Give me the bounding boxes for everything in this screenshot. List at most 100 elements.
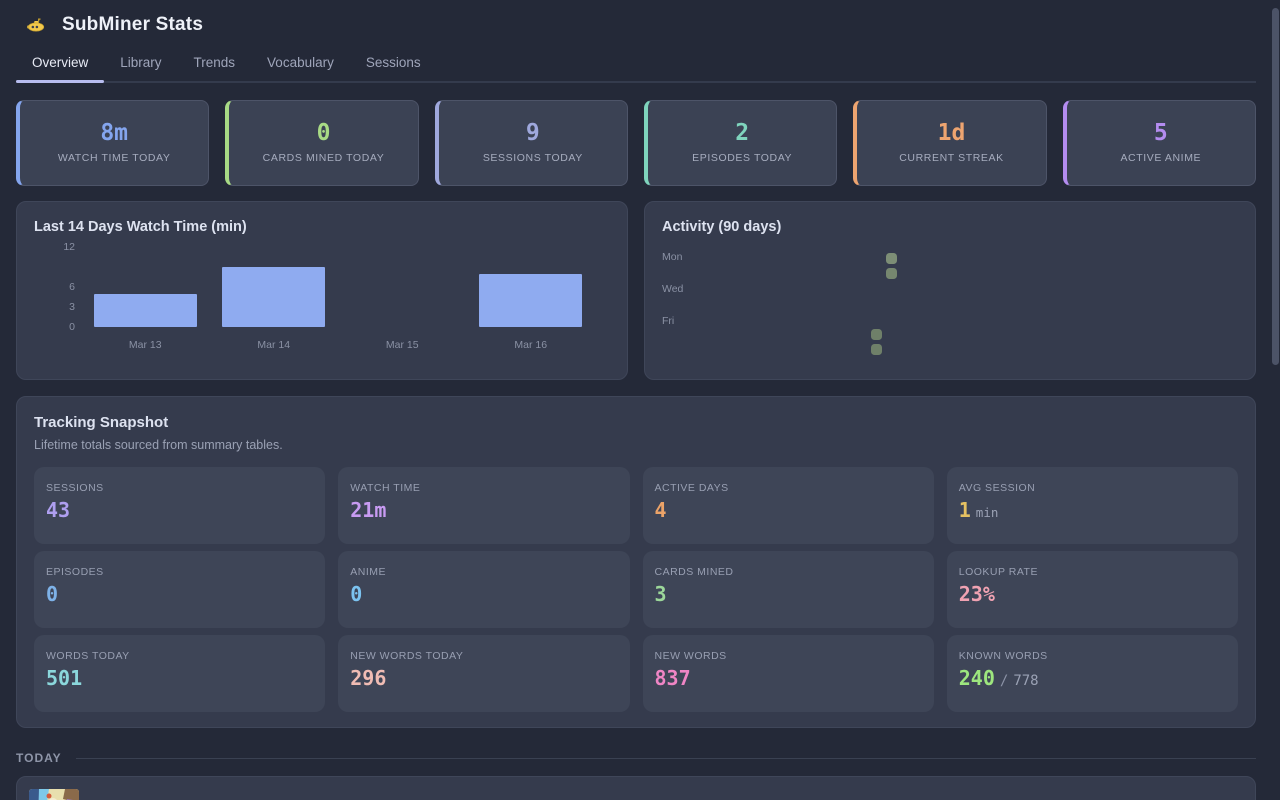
stat-value: 8m <box>100 120 129 146</box>
tracking-card: ACTIVE DAYS 4 <box>642 467 934 544</box>
tracking-card-label: EPISODES <box>46 566 104 578</box>
tracking-card-value: 1 <box>958 498 971 522</box>
chart-y-tick: 12 <box>63 241 75 253</box>
chart-bar <box>479 273 583 327</box>
tracking-card-value: 0 <box>46 582 59 606</box>
bar-chart-plot <box>81 247 595 327</box>
stat-cards-row: 8m WATCH TIME TODAY 0 CARDS MINED TODAY 9 SES… <box>16 100 1256 186</box>
tracking-card-label: NEW WORDS <box>654 650 727 662</box>
tracking-card-value-row: 21m <box>350 500 617 520</box>
chart-bar <box>222 267 326 327</box>
stat-label: ACTIVE ANIME <box>1120 152 1202 164</box>
tracking-card-value: 296 <box>350 666 387 690</box>
chart-bar <box>93 293 197 327</box>
tracking-card-label: KNOWN WORDS <box>958 650 1048 662</box>
tracking-card-value: 501 <box>46 666 83 690</box>
tracking-snapshot-panel: Tracking Snapshot Lifetime totals source… <box>16 396 1256 728</box>
tab-trends[interactable]: Trends <box>193 55 236 70</box>
tracking-card-label: CARDS MINED <box>654 566 734 578</box>
stat-card: 8m WATCH TIME TODAY <box>16 100 210 186</box>
activity-heatmap-panel: Activity (90 days) Mon Wed Fri <box>644 201 1256 380</box>
app-header: SubMiner Stats <box>0 0 1280 40</box>
heatmap-day-label: Fri <box>662 315 675 327</box>
tracking-card-label: NEW WORDS TODAY <box>350 650 464 662</box>
tracking-card: AVG SESSION 1 min <box>946 467 1238 544</box>
activity-cell <box>885 253 897 264</box>
tab-sessions[interactable]: Sessions <box>365 55 421 70</box>
chart-y-tick: 0 <box>69 321 75 333</box>
tracking-card-label: AVG SESSION <box>958 482 1036 494</box>
chart-y-tick: 3 <box>69 301 75 313</box>
today-label: TODAY <box>16 751 62 765</box>
tab-library[interactable]: Library <box>120 55 162 70</box>
tracking-card-label: SESSIONS <box>46 482 104 494</box>
chart-y-axis: 12 6 3 0 <box>33 241 75 333</box>
charts-row: Last 14 Days Watch Time (min) 12 6 3 0 Mar … <box>16 201 1256 380</box>
heatmap-day-label: Mon <box>662 251 683 263</box>
activity-cell <box>871 329 883 340</box>
tab-bar: Overview Library Trends Vocabulary Sessions <box>16 46 1256 83</box>
tracking-card: ANIME 0 <box>338 551 630 628</box>
page-title: SubMiner Stats <box>62 14 204 35</box>
tracking-card: SESSIONS 43 <box>34 467 326 544</box>
activity-title: Activity (90 days) <box>662 219 782 235</box>
stat-card: 0 CARDS MINED TODAY <box>225 100 419 186</box>
stat-value: 5 <box>1153 120 1168 146</box>
tracking-card: WORDS TODAY 501 <box>34 635 326 712</box>
watch-time-chart-panel: Last 14 Days Watch Time (min) 12 6 3 0 Mar … <box>16 201 628 380</box>
tab-overview[interactable]: Overview <box>16 46 105 83</box>
chart-bar-slot <box>81 247 210 327</box>
tracking-card-value: 23% <box>958 582 995 606</box>
tracking-card-value-row: 1 min <box>959 500 1226 520</box>
stat-label: SESSIONS TODAY <box>482 152 583 164</box>
stat-card: 9 SESSIONS TODAY <box>434 100 628 186</box>
today-session-panel <box>16 776 1256 800</box>
scrollbar-thumb[interactable] <box>1272 8 1279 365</box>
tracking-card: WATCH TIME 21m <box>338 467 630 544</box>
tracking-card-label: WATCH TIME <box>350 482 421 494</box>
tracking-stats-grid: SESSIONS 43 WATCH TIME 21m ACTIVE DAYS 4 AVG S… <box>34 467 1238 712</box>
stat-card: 5 ACTIVE ANIME <box>1062 100 1256 186</box>
tracking-card: EPISODES 0 <box>34 551 326 628</box>
tracking-subtitle: Lifetime totals sourced from summary tab… <box>34 438 283 452</box>
stat-label: WATCH TIME TODAY <box>57 152 171 164</box>
tracking-card-label: WORDS TODAY <box>46 650 130 662</box>
stat-value: 2 <box>735 120 750 146</box>
tracking-card: LOOKUP RATE 23% <box>946 551 1238 628</box>
chart-y-tick: 6 <box>69 281 75 293</box>
tracking-card: NEW WORDS TODAY 296 <box>338 635 630 712</box>
tracking-card-value: 0 <box>350 582 363 606</box>
submarine-logo-icon <box>27 18 45 32</box>
tracking-card: KNOWN WORDS 240/778 <box>946 635 1238 712</box>
episode-thumbnail <box>29 789 79 800</box>
tracking-card-value-row: 43 <box>46 500 313 520</box>
heatmap-day-label: Wed <box>662 283 684 295</box>
tracking-card-value: 240 <box>958 666 995 690</box>
tracking-card-value: 3 <box>654 582 667 606</box>
chart-x-label: Mar 13 <box>128 339 162 351</box>
tracking-card-value: 21m <box>350 498 387 522</box>
stat-card: 1d CURRENT STREAK <box>853 100 1047 186</box>
tracking-card-value-row: 0 <box>46 584 313 604</box>
stat-card: 2 EPISODES TODAY <box>643 100 838 186</box>
activity-cell <box>885 268 897 280</box>
tracking-card-label: ACTIVE DAYS <box>654 482 729 494</box>
tracking-card-value-row: 3 <box>655 584 922 604</box>
chart-x-axis: Mar 13 Mar 14 Mar 15 Mar 16 <box>81 339 595 351</box>
tracking-card-value-row: 23% <box>959 584 1226 604</box>
tracking-card-total: 778 <box>1013 673 1039 689</box>
tracking-card: CARDS MINED 3 <box>642 551 934 628</box>
stat-value: 1d <box>937 120 966 146</box>
tracking-card-value-row: 240/778 <box>959 668 1226 689</box>
chart-x-label: Mar 15 <box>385 339 419 351</box>
tab-vocabulary[interactable]: Vocabulary <box>267 55 334 70</box>
tracking-card-value-row: 501 <box>46 668 313 688</box>
chart-bar-slot <box>210 247 339 327</box>
tracking-card: NEW WORDS 837 <box>642 635 934 712</box>
activity-cell <box>871 344 883 356</box>
tracking-card-unit: min <box>975 505 999 520</box>
tracking-card-value-row: 4 <box>655 500 922 520</box>
tracking-card-label: LOOKUP RATE <box>958 566 1038 578</box>
chart-x-label: Mar 14 <box>257 339 291 351</box>
chart-title: Last 14 Days Watch Time (min) <box>34 219 247 235</box>
